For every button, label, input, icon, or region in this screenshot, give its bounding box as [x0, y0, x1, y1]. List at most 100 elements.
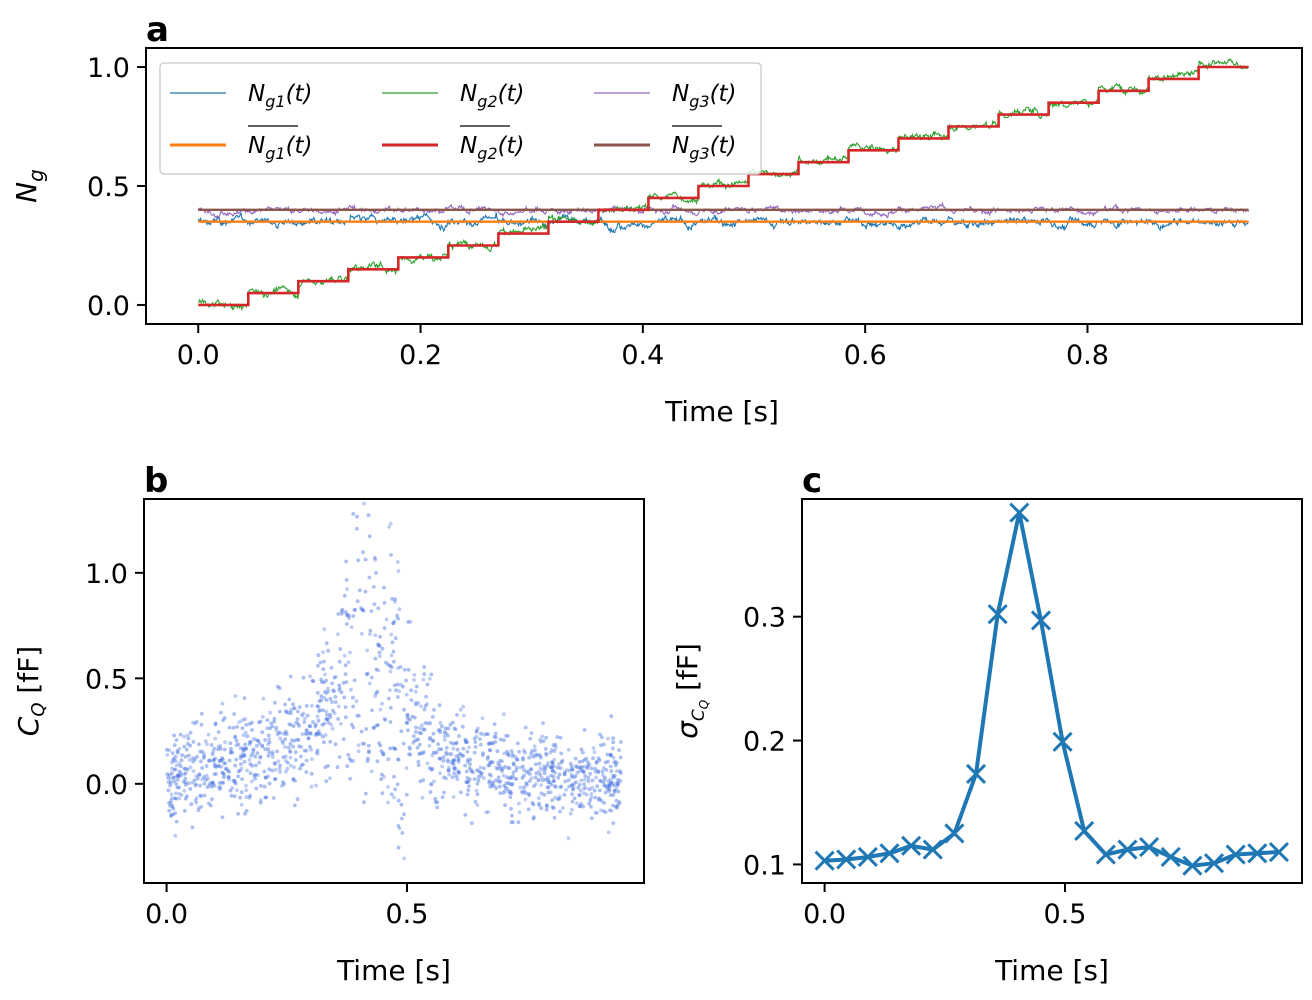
scatter-point: [171, 812, 175, 817]
scatter-point: [618, 769, 622, 774]
scatter-point: [174, 782, 179, 786]
scatter-point: [399, 682, 403, 687]
scatter-point: [529, 767, 533, 771]
scatter-point: [466, 788, 471, 792]
scatter-point: [392, 795, 396, 800]
scatter-point: [558, 735, 563, 740]
scatter-point: [528, 736, 533, 741]
scatter-point: [617, 801, 622, 806]
scatter-point: [389, 653, 394, 658]
scatter-point: [263, 738, 267, 742]
scatter-point: [349, 758, 353, 763]
scatter-point: [456, 760, 461, 764]
scatter-point: [217, 764, 221, 769]
scatter-point: [454, 754, 459, 759]
scatter-point: [197, 742, 201, 747]
scatter-point: [502, 789, 507, 793]
scatter-point: [552, 757, 557, 762]
scatter-point: [440, 795, 445, 799]
scatter-point: [309, 784, 314, 789]
scatter-point: [171, 812, 175, 817]
scatter-point: [340, 607, 345, 612]
scatter-point: [266, 754, 271, 758]
scatter-point: [388, 720, 393, 724]
scatter-point: [409, 688, 413, 693]
scatter-point: [266, 754, 271, 758]
scatter-point: [342, 695, 347, 700]
scatter-point: [456, 756, 461, 761]
scatter-point: [380, 646, 385, 651]
scatter-point: [575, 765, 580, 770]
scatter-point: [291, 724, 296, 728]
scatter-point: [437, 703, 442, 708]
scatter-point: [550, 798, 555, 802]
scatter-point: [177, 785, 182, 790]
scatter-point: [610, 746, 615, 751]
scatter-point: [360, 631, 364, 636]
scatter-point: [272, 761, 277, 766]
scatter-point: [552, 815, 557, 820]
scatter-point: [579, 747, 584, 752]
scatter-point: [173, 759, 178, 763]
scatter-point: [511, 761, 516, 766]
scatter-point: [212, 772, 217, 777]
scatter-point: [574, 780, 578, 784]
scatter-point: [166, 780, 171, 784]
scatter-point: [514, 768, 519, 773]
scatter-point: [546, 785, 551, 790]
scatter-point: [288, 750, 293, 755]
scatter-point: [274, 725, 279, 730]
scatter-point: [331, 708, 335, 713]
scatter-point: [188, 730, 193, 735]
scatter-point: [227, 725, 232, 730]
scatter-point: [487, 742, 491, 746]
scatter-point: [475, 768, 479, 772]
scatter-point: [204, 764, 209, 768]
scatter-point: [468, 757, 473, 762]
scatter-point: [509, 806, 513, 811]
scatter-point: [170, 758, 175, 763]
scatter-point: [191, 769, 196, 773]
scatter-point: [324, 698, 329, 702]
scatter-point: [574, 764, 578, 768]
scatter-point: [612, 790, 617, 794]
scatter-point: [388, 688, 392, 693]
scatter-point: [570, 787, 575, 792]
scatter-point: [186, 781, 191, 786]
scatter-point: [592, 788, 597, 793]
scatter-point: [287, 697, 292, 702]
scatter-point: [317, 699, 322, 703]
scatter-point: [183, 780, 188, 785]
scatter-point: [234, 757, 239, 762]
scatter-point: [408, 717, 412, 722]
scatter-point: [396, 569, 401, 573]
scatter-point: [284, 710, 289, 715]
scatter-point: [266, 747, 271, 752]
scatter-point: [219, 710, 223, 715]
scatter-point: [400, 831, 405, 835]
scatter-point: [581, 786, 586, 791]
scatter-point: [234, 757, 239, 762]
scatter-point: [287, 697, 292, 702]
scatter-point: [381, 752, 386, 757]
scatter-point: [297, 724, 301, 728]
scatter-point: [431, 738, 435, 743]
scatter-point: [430, 767, 435, 771]
scatter-point: [509, 749, 514, 753]
scatter-point: [491, 783, 496, 788]
scatter-point: [482, 766, 486, 771]
scatter-point: [542, 793, 547, 797]
scatter-point: [376, 606, 381, 611]
scatter-point: [386, 800, 390, 805]
scatter-point: [433, 800, 438, 804]
scatter-point: [442, 730, 447, 735]
scatter-point: [209, 743, 214, 747]
scatter-point: [263, 738, 267, 742]
scatter-point: [256, 738, 261, 743]
scatter-point: [273, 767, 278, 772]
scatter-point: [393, 787, 397, 792]
scatter-point: [522, 773, 526, 778]
scatter-point: [594, 760, 599, 765]
scatter-point: [228, 788, 233, 793]
scatter-point: [404, 678, 408, 683]
